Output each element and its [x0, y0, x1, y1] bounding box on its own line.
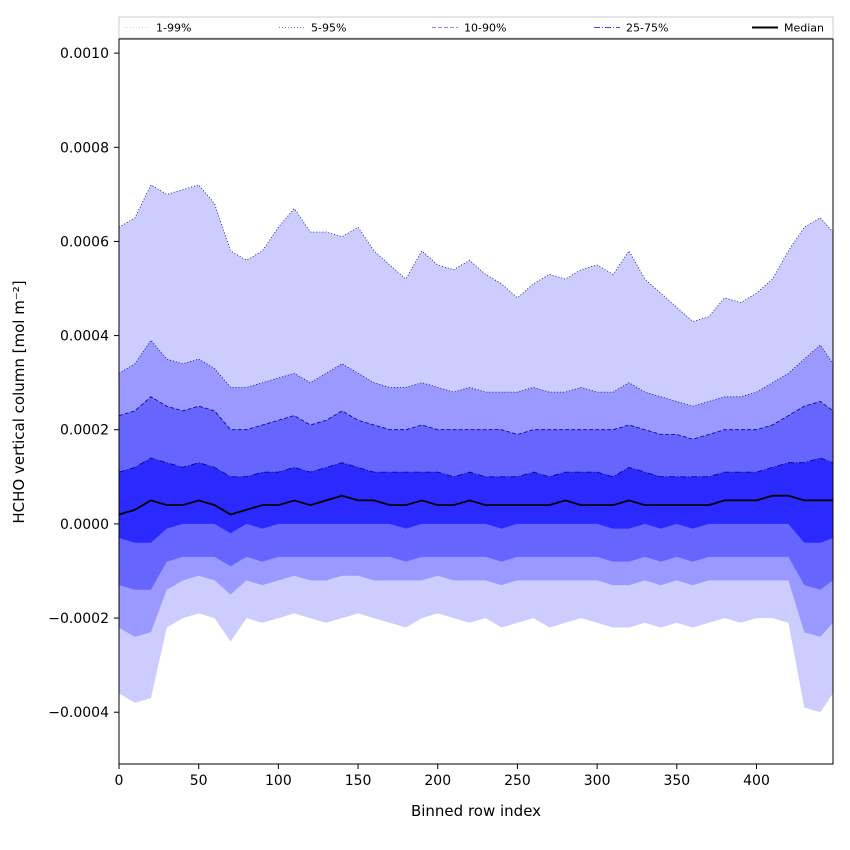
median-line	[118, 494, 833, 516]
band-25-75pct	[119, 458, 833, 543]
y-tick-label: −0.0004	[48, 705, 109, 721]
y-tick-label: 0.0006	[60, 234, 109, 250]
x-axis-title: Binned row index	[411, 802, 541, 820]
y-tick-label: −0.0002	[48, 611, 109, 627]
x-tick-label: 400	[743, 773, 770, 789]
legend-label: 5-95%	[311, 22, 346, 35]
x-tick-label: 0	[115, 773, 124, 789]
band-upper-edge	[118, 339, 834, 407]
legend: 1-99% 5-95% 10-90% 25-75% Median	[118, 16, 834, 39]
x-tick-label: 100	[265, 773, 292, 789]
legend-label: 1-99%	[156, 22, 191, 35]
y-axis-ticks: −0.0004 −0.0002 0.0000 0.0002 0.0004 0.0006 0.…	[48, 46, 119, 721]
percentile-bands	[119, 184, 833, 713]
median-line-group	[118, 494, 833, 516]
legend-label: 10-90%	[464, 22, 506, 35]
band-upper-edge	[118, 396, 834, 440]
band-upper-edge	[118, 457, 834, 478]
x-tick-label: 350	[663, 773, 690, 789]
legend-box	[118, 16, 834, 39]
y-axis-title: HCHO vertical column [mol m⁻²]	[10, 280, 28, 523]
x-tick-label: 50	[190, 773, 208, 789]
y-tick-label: 0.0004	[60, 329, 109, 345]
x-tick-label: 150	[345, 773, 372, 789]
y-tick-label: 0.0000	[60, 517, 109, 533]
plot-frame	[118, 38, 834, 765]
x-tick-label: 250	[504, 773, 531, 789]
legend-label: Median	[784, 22, 824, 35]
y-tick-label: 0.0008	[60, 140, 109, 156]
legend-label: 25-75%	[626, 22, 668, 35]
x-tick-label: 300	[584, 773, 611, 789]
x-tick-label: 200	[424, 773, 451, 789]
y-tick-label: 0.0002	[60, 423, 109, 439]
percentile-edges	[118, 184, 834, 478]
y-tick-label: 0.0010	[60, 46, 109, 62]
x-axis-ticks: 0 50 100 150 200 250 300 350 400	[115, 764, 770, 789]
